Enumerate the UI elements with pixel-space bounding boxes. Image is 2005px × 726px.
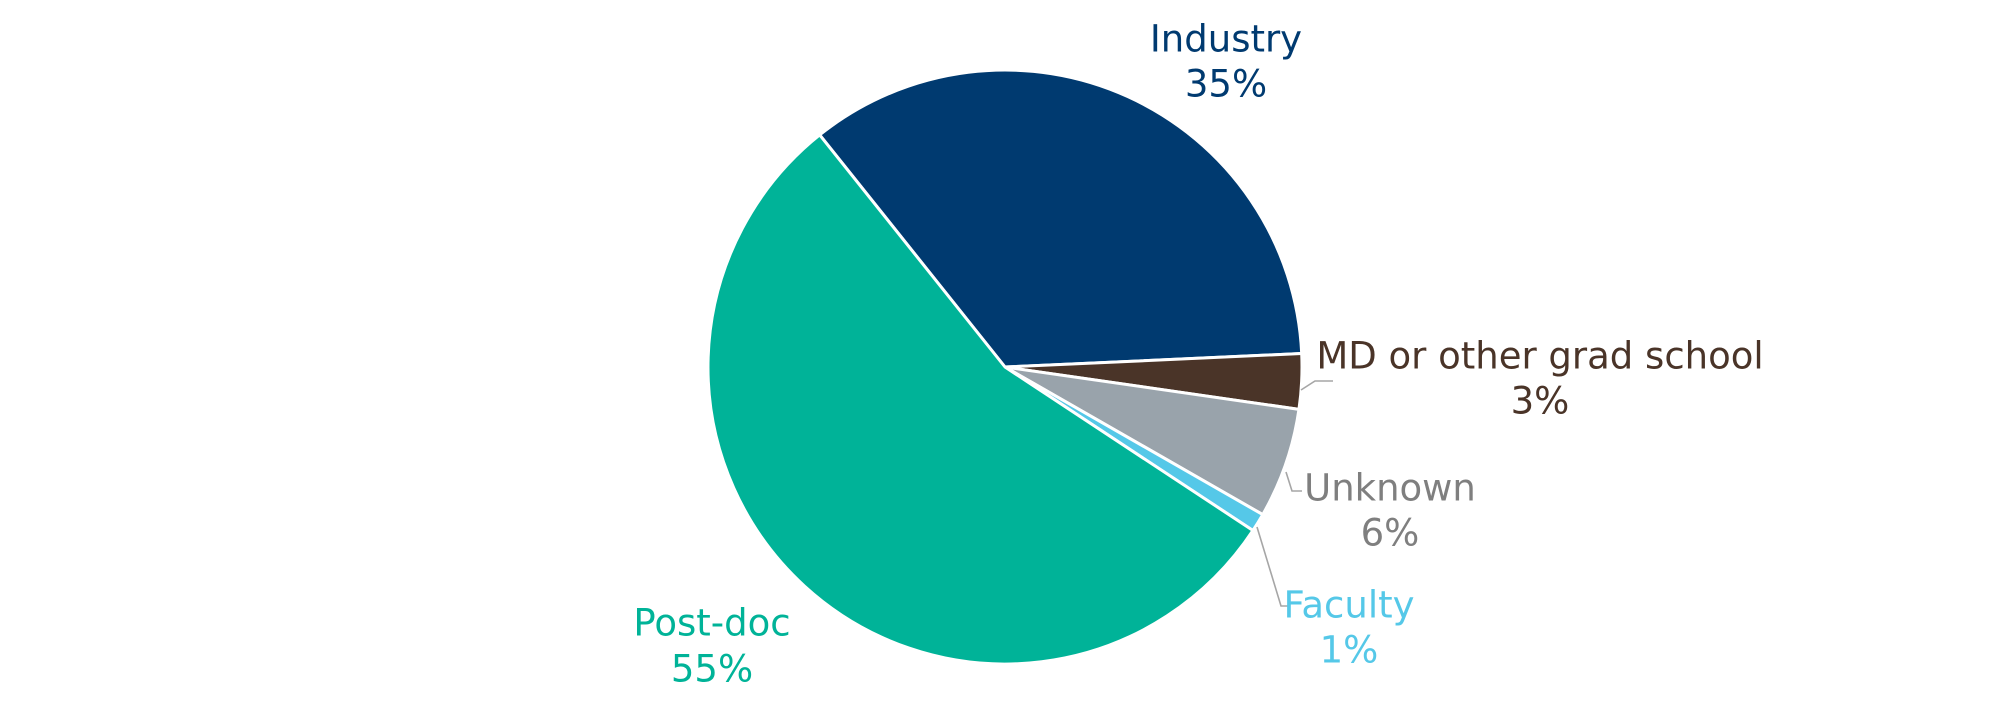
pie-slices xyxy=(706,68,1304,666)
slice-value-label: 1% xyxy=(1320,629,1379,672)
slice-value-label: 55% xyxy=(671,648,753,691)
slice-value-label: 35% xyxy=(1185,63,1267,106)
slice-category-label: Faculty xyxy=(1283,584,1414,627)
slice-category-label: Industry xyxy=(1150,18,1302,61)
slice-category-label: Post-doc xyxy=(633,602,790,645)
slice-category-label: Unknown xyxy=(1304,467,1476,510)
leader-line-faculty xyxy=(1256,526,1289,607)
leader-lines xyxy=(1256,380,1333,607)
pie-slice-post-doc xyxy=(706,133,1255,666)
leader-line-unknown xyxy=(1285,471,1302,492)
leader-line-md-or-other-grad-school xyxy=(1300,380,1333,391)
slice-value-label: 3% xyxy=(1511,380,1570,423)
slice-category-label: MD or other grad school xyxy=(1316,335,1763,378)
slice-value-label: 6% xyxy=(1361,512,1420,555)
pie-slice-industry xyxy=(818,68,1304,369)
